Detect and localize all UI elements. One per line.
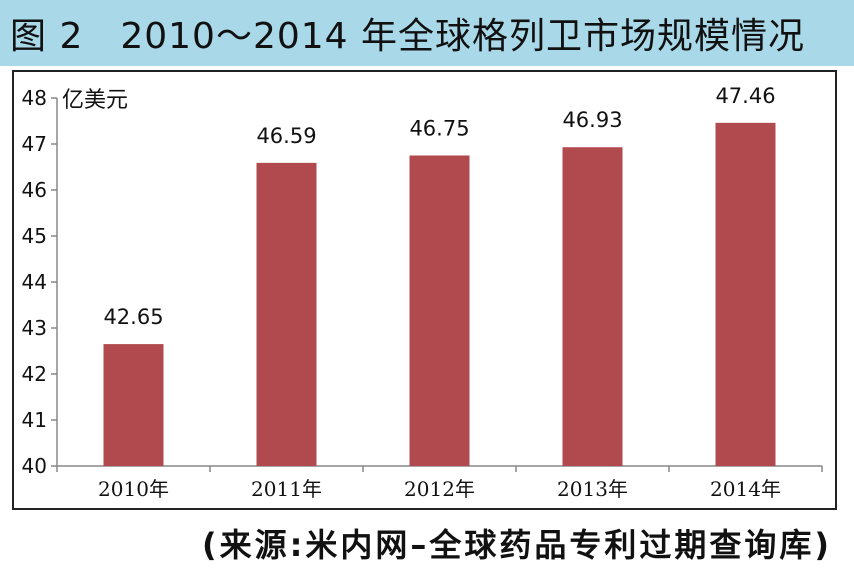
data-label: 46.75 [409,117,469,141]
y-tick-label: 41 [22,408,47,432]
y-tick-label: 42 [22,362,47,386]
x-tick-label: 2014年 [710,477,781,501]
data-label: 46.59 [256,124,316,148]
bar [103,344,164,466]
y-axis-unit-label: 亿美元 [62,88,128,113]
y-tick-label: 40 [22,454,47,478]
bar [409,155,470,466]
y-tick-label: 43 [22,316,47,340]
y-tick-label: 48 [22,86,47,110]
bars [103,122,776,467]
axes: 40 41 42 43 44 45 46 47 48 [22,86,823,478]
data-label: 47.46 [715,84,775,108]
data-label: 42.65 [103,305,163,329]
y-tick-label: 44 [22,270,47,294]
x-tick-label: 2011年 [251,477,322,501]
data-label: 46.93 [562,108,622,132]
y-tick-label: 47 [22,132,47,156]
labels: 42.65 2010年 46.59 2011年 46.75 2012年 46.93 2013年… [98,84,781,501]
y-tick-label: 45 [22,224,47,248]
bar [562,147,623,466]
chart-title: 图 2 2010～2014 年全球格列卫市场规模情况 [0,0,854,66]
bar [256,162,317,467]
x-tick-label: 2013年 [557,477,628,501]
x-tick-label: 2010年 [98,477,169,501]
source-note: (来源:米内网–全球药品专利过期查询库) [201,526,832,564]
y-tick-label: 46 [22,178,47,202]
bar [715,122,776,466]
x-tick-label: 2012年 [404,477,475,501]
